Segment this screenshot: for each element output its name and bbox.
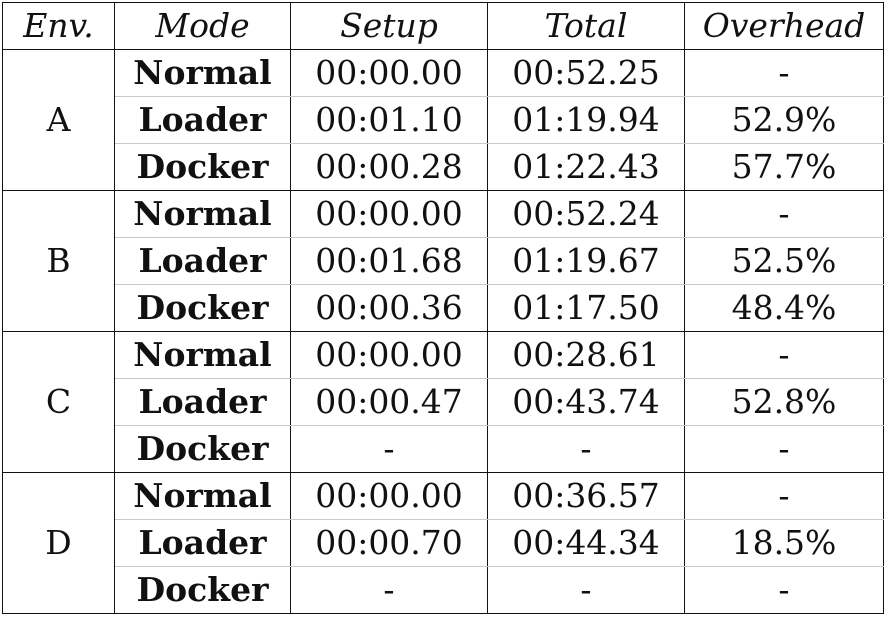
mode-cell: Normal [114,331,291,379]
table-row: Docker - - - [3,566,884,614]
table-row: C Normal 00:00.00 00:28.61 - [2,331,884,473]
mode-cell: Docker [114,566,291,614]
mode-cell: Loader [114,519,291,567]
table-row: Loader 00:01.10 01:19.94 52.9% [3,96,884,144]
table-row: A Normal 00:00.00 00:52.25 - [2,49,884,191]
total-cell: 00:43.74 [487,378,685,426]
mode-cell: Docker [114,425,291,473]
setup-cell: 00:00.36 [290,284,488,332]
setup-cell: 00:00.28 [290,143,488,191]
header-row: Env. Mode Setup Total Overhead [2,2,884,50]
total-cell: 01:19.67 [487,237,685,285]
overhead-cell: - [684,331,884,379]
overhead-cell: - [684,472,884,520]
mode-cell: Normal [114,190,291,238]
setup-cell: 00:00.00 [290,49,488,97]
setup-cell: 00:01.10 [290,96,488,144]
total-cell: 01:22.43 [487,143,685,191]
overhead-cell: 57.7% [684,143,884,191]
total-cell: 00:36.57 [487,472,685,520]
setup-cell: 00:00.70 [290,519,488,567]
total-cell: - [487,425,685,473]
total-cell: 00:52.25 [487,49,685,97]
total-cell: - [487,566,685,614]
table-row: Loader 00:00.47 00:43.74 52.8% [3,378,884,426]
header-env: Env. [2,2,115,50]
setup-cell: 00:00.00 [290,472,488,520]
mode-cell: Docker [114,284,291,332]
env-cell: C [2,331,115,473]
table-row: D Normal 00:00.00 00:36.57 - [2,472,884,614]
table-row: Loader 00:00.70 00:44.34 18.5% [3,519,884,567]
table-row: Docker 00:00.28 01:22.43 57.7% [3,143,884,191]
mode-cell: Loader [114,378,291,426]
mode-cell: Loader [114,96,291,144]
setup-cell: 00:00.00 [290,331,488,379]
env-cell: B [2,190,115,332]
header-mode: Mode [114,2,291,50]
env-cell: A [2,49,115,191]
header-setup: Setup [290,2,488,50]
table-row: Docker 00:00.36 01:17.50 48.4% [3,284,884,332]
overhead-cell: - [684,49,884,97]
header-total: Total [487,2,685,50]
overhead-cell: 52.8% [684,378,884,426]
overhead-cell: - [684,566,884,614]
setup-cell: 00:00.47 [290,378,488,426]
mode-cell: Normal [114,472,291,520]
overhead-cell: 52.5% [684,237,884,285]
total-cell: 01:17.50 [487,284,685,332]
table-row: Docker - - - [3,425,884,473]
setup-cell: - [290,566,488,614]
mode-cell: Docker [114,143,291,191]
mode-cell: Loader [114,237,291,285]
total-cell: 00:28.61 [487,331,685,379]
total-cell: 00:44.34 [487,519,685,567]
overhead-cell: - [684,190,884,238]
overhead-cell: 52.9% [684,96,884,144]
mode-cell: Normal [114,49,291,97]
overhead-cell: 48.4% [684,284,884,332]
table-row: B Normal 00:00.00 00:52.24 - [2,190,884,332]
total-cell: 00:52.24 [487,190,685,238]
setup-cell: 00:00.00 [290,190,488,238]
header-overhead: Overhead [684,2,884,50]
results-table: Env. Mode Setup Total Overhead A Normal … [2,2,884,614]
total-cell: 01:19.94 [487,96,685,144]
setup-cell: - [290,425,488,473]
table-row: Loader 00:01.68 01:19.67 52.5% [3,237,884,285]
setup-cell: 00:01.68 [290,237,488,285]
env-cell: D [2,472,115,614]
overhead-cell: - [684,425,884,473]
overhead-cell: 18.5% [684,519,884,567]
